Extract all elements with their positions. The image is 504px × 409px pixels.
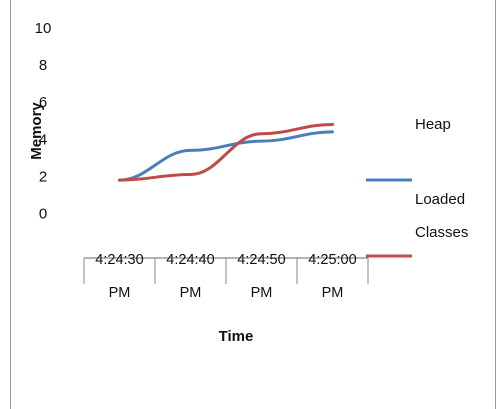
- chart-border: [10, 0, 496, 409]
- y-axis-ticks: 0 2 4 6 8 10: [35, 20, 52, 222]
- series-lines: [118, 122, 334, 182]
- x-tick-label-line: 4:24:40: [166, 252, 214, 268]
- legend-label: Loaded Classes: [415, 191, 468, 241]
- x-tick-label-line: 4:25:00: [308, 252, 356, 268]
- y-tick-label: 2: [39, 168, 47, 185]
- y-axis-label: Memory: [28, 102, 45, 160]
- x-tick-label: 4:25:00 PM: [308, 252, 356, 301]
- series-line-loaded-classes: [118, 122, 334, 182]
- x-tick-label-line: PM: [322, 285, 344, 301]
- x-tick-label-line: PM: [251, 285, 273, 301]
- legend: Heap Loaded Classes: [366, 116, 468, 258]
- x-tick-label-line: 4:24:30: [95, 252, 143, 268]
- x-axis-label: Time: [219, 328, 254, 345]
- y-tick-label: 8: [39, 57, 47, 74]
- legend-label-line: Loaded: [415, 191, 465, 208]
- y-tick-label: 4: [39, 131, 47, 148]
- legend-label-line: Heap: [415, 116, 451, 133]
- x-tick-label-line: PM: [109, 285, 131, 301]
- x-tick-label: 4:24:50 PM: [237, 252, 285, 301]
- y-tick-label: 10: [35, 20, 52, 37]
- legend-label-line: Classes: [415, 224, 468, 241]
- y-tick-label: 6: [39, 94, 47, 111]
- x-axis-ticks: 4:24:30 PM 4:24:40 PM 4:24:50 PM 4:25:00 PM: [83, 252, 369, 301]
- x-tick-label-line: PM: [180, 285, 202, 301]
- y-tick-label: 0: [39, 205, 47, 222]
- x-tick-label: 4:24:30 PM: [95, 252, 143, 301]
- x-tick-label: 4:24:40 PM: [166, 252, 214, 301]
- legend-label: Heap: [415, 116, 451, 133]
- series-line-heap: [118, 130, 334, 182]
- x-tick-label-line: 4:24:50: [237, 252, 285, 268]
